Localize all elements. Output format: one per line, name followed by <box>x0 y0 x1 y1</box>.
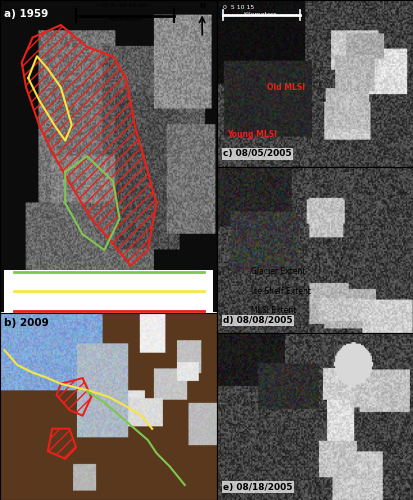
Text: 0  5  10 15 20: 0 5 10 15 20 <box>103 3 146 8</box>
Text: Ice Shelf Extent: Ice Shelf Extent <box>251 287 311 296</box>
Text: Glacier Extent: Glacier Extent <box>251 268 305 276</box>
Text: a) 1959: a) 1959 <box>4 10 48 20</box>
Text: Kilometers: Kilometers <box>243 12 277 16</box>
Text: b) 2009: b) 2009 <box>4 318 49 328</box>
Text: N: N <box>199 4 204 10</box>
Text: d) 08/08/2005: d) 08/08/2005 <box>223 316 292 325</box>
Text: e) 08/18/2005: e) 08/18/2005 <box>223 482 292 492</box>
Text: 0  5 10 15: 0 5 10 15 <box>223 5 254 10</box>
Text: Kilometers: Kilometers <box>108 17 142 22</box>
Text: MLSI Extent: MLSI Extent <box>251 306 296 315</box>
Text: c) 08/05/2005: c) 08/05/2005 <box>223 150 291 158</box>
Text: Young MLSI: Young MLSI <box>227 130 277 139</box>
Text: Old MLSI: Old MLSI <box>266 84 304 92</box>
